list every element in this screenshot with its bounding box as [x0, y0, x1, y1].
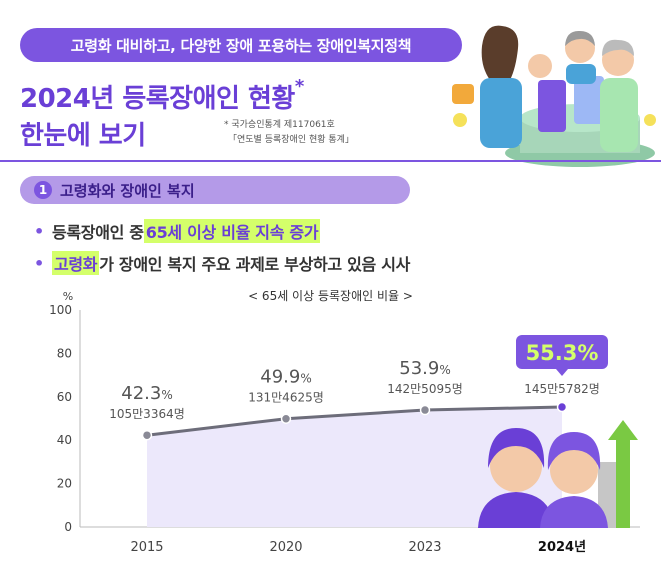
count-label: 145만5782명 — [524, 382, 600, 396]
policy-banner: 고령화 대비하고, 다양한 장애 포용하는 장애인복지정책 — [20, 28, 462, 62]
source-note: * 국가승인통계 제117061호 — [224, 120, 335, 130]
highlight-badge-pointer — [556, 368, 568, 376]
bullet-item: • 등록장애인 중 65세 이상 비율 지속 증가 — [34, 219, 321, 243]
page-title: 2024년 등록장애인 현황* — [20, 76, 304, 115]
bullet-highlight: 65세 이상 비율 지속 증가 — [143, 219, 321, 243]
y-tick-label: 60 — [57, 390, 72, 404]
count-label: 142만5095명 — [387, 382, 463, 396]
x-tick-label: 2023 — [408, 540, 441, 555]
y-axis-unit: % — [63, 290, 73, 303]
seniors-illustration-icon — [478, 420, 638, 528]
data-label: 42.3% — [121, 383, 172, 404]
data-point — [556, 401, 568, 413]
y-tick-label: 20 — [57, 477, 72, 491]
count-label: 105만3364명 — [109, 407, 185, 421]
series-line — [146, 405, 563, 437]
data-point — [419, 404, 431, 416]
highlight-badge — [516, 334, 608, 369]
page-subtitle: 한눈에 보기 — [20, 121, 146, 151]
data-point — [280, 413, 292, 424]
bullet-highlight: 고령화 — [51, 251, 100, 275]
y-tick-label: 40 — [57, 433, 72, 447]
data-label: 55.3% — [526, 341, 599, 365]
y-tick-label: 100 — [49, 303, 72, 317]
count-label: 131만4625명 — [248, 391, 324, 405]
source-note-title: 「연도별 등록장애인 현황 통계」 — [228, 135, 354, 145]
y-tick-label: 80 — [57, 346, 72, 360]
bullet-dot: • — [34, 221, 44, 241]
x-tick-label: 2015 — [130, 540, 163, 555]
bullet-item: • 고령화 가 장애인 복지 주요 과제로 부상하고 있음 시사 — [34, 251, 410, 275]
section-label: 고령화와 장애인 복지 — [60, 181, 195, 200]
bullet-text: 등록장애인 중 — [51, 223, 144, 242]
bullet-dot: • — [34, 253, 44, 273]
chart-title: < 65세 이상 등록장애인 비율 > — [248, 289, 413, 303]
area-fill — [147, 406, 562, 527]
y-tick-label: 0 — [64, 520, 72, 534]
x-tick-label: 2020 — [269, 540, 302, 555]
bullet-text: 가 장애인 복지 주요 과제로 부상하고 있음 시사 — [99, 255, 411, 274]
title-asterisk: * — [294, 76, 304, 97]
page-title-text: 2024년 등록장애인 현황 — [20, 84, 295, 114]
section-header: 1 고령화와 장애인 복지 — [20, 176, 410, 204]
data-label: 49.9% — [260, 367, 311, 388]
x-tick-label: 2024년 — [538, 540, 586, 555]
data-point — [141, 429, 153, 441]
data-label: 53.9% — [399, 358, 450, 379]
section-number: 1 — [34, 181, 52, 199]
header-divider — [0, 160, 661, 162]
